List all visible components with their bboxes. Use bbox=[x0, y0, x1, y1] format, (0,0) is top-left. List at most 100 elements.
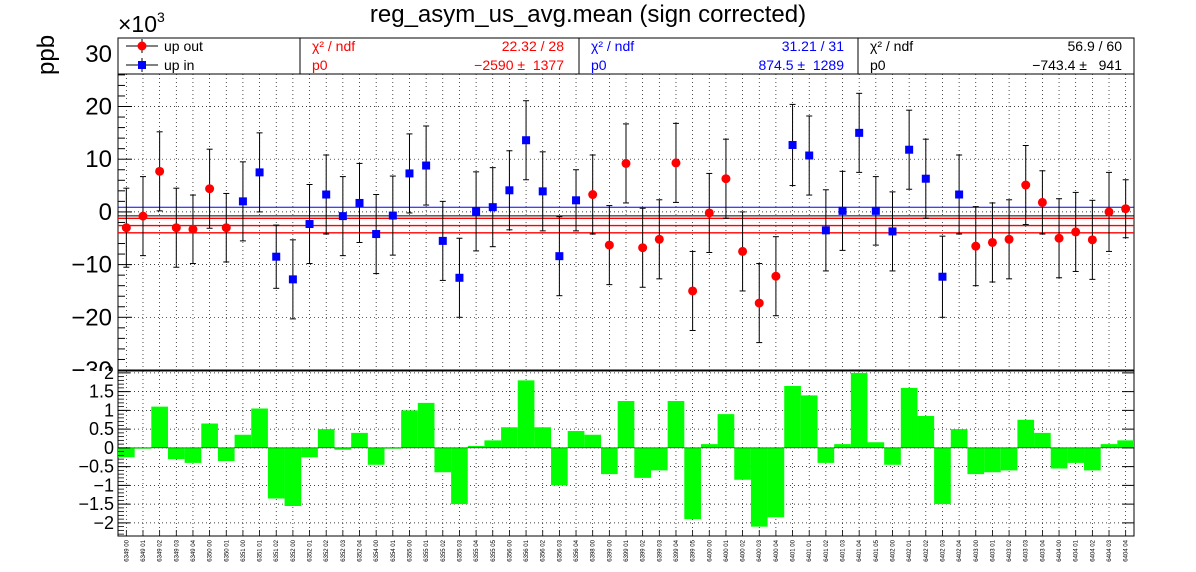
x-tick-label: 6352 04 bbox=[358, 539, 364, 561]
x-tick-label: 6352 01 bbox=[308, 539, 314, 561]
top-y-tick-label: 30 bbox=[85, 41, 112, 68]
pull-bar bbox=[1050, 447, 1068, 469]
pull-bar bbox=[800, 395, 818, 448]
marker-up-in bbox=[372, 230, 381, 239]
pull-bar bbox=[1117, 440, 1134, 448]
pull-bar bbox=[834, 444, 851, 448]
data-point bbox=[871, 176, 880, 246]
x-tick-label: 6402 02 bbox=[924, 539, 930, 561]
x-tick-label: 6356 01 bbox=[524, 539, 530, 561]
pull-bar bbox=[451, 447, 468, 505]
data-point bbox=[855, 92, 864, 173]
data-point bbox=[721, 138, 731, 219]
marker-up-in bbox=[305, 220, 314, 229]
fit-blue-p0-label: p0 bbox=[591, 57, 607, 73]
marker-up-out bbox=[671, 158, 681, 168]
x-tick-label: 6404 00 bbox=[1057, 539, 1063, 561]
x-tick-label: 6350 01 bbox=[224, 539, 230, 561]
marker-up-in bbox=[238, 197, 247, 206]
x-tick-label: 6355 02 bbox=[441, 539, 447, 561]
marker-up-in bbox=[355, 198, 364, 207]
data-point bbox=[188, 194, 198, 265]
pull-bar bbox=[734, 447, 751, 480]
pull-bar bbox=[667, 401, 685, 448]
pull-bar bbox=[1000, 447, 1018, 471]
marker-up-out bbox=[754, 298, 764, 308]
bottom-y-tick-label: 2 bbox=[104, 363, 114, 383]
marker-up-in bbox=[288, 275, 297, 284]
x-tick-label: 6356 03 bbox=[557, 539, 563, 561]
x-tick-label: 6400 02 bbox=[741, 539, 747, 561]
pull-bar bbox=[717, 414, 735, 448]
data-point bbox=[588, 154, 598, 235]
marker-up-in bbox=[555, 252, 564, 261]
data-point bbox=[472, 171, 481, 252]
pull-bar bbox=[784, 386, 801, 448]
pull-bar bbox=[700, 444, 718, 448]
x-tick-label: 6403 00 bbox=[974, 539, 980, 561]
marker-up-in bbox=[488, 203, 497, 212]
marker-up-out bbox=[588, 190, 598, 200]
marker-up-out bbox=[1121, 204, 1131, 214]
pull-bar bbox=[134, 447, 152, 449]
data-point bbox=[1121, 179, 1131, 239]
marker-up-out bbox=[1071, 227, 1081, 237]
data-point bbox=[555, 216, 564, 297]
data-point bbox=[405, 133, 414, 214]
data-point bbox=[488, 167, 497, 248]
pull-bar bbox=[567, 431, 585, 448]
data-point bbox=[971, 206, 981, 287]
x-tick-label: 6403 02 bbox=[1007, 539, 1013, 561]
pull-bar bbox=[151, 406, 168, 448]
x-tick-label: 6350 00 bbox=[208, 539, 214, 561]
marker-up-out bbox=[638, 243, 648, 253]
data-point bbox=[1054, 198, 1064, 279]
fit-red-chi-value: 22.32 / 28 bbox=[502, 38, 564, 54]
bottom-y-tick-label: 0 bbox=[104, 438, 114, 458]
pull-bar bbox=[201, 423, 218, 448]
marker-up-out bbox=[221, 223, 231, 233]
fit-stats-red: χ² / ndf 22.32 / 28 p0 −2590 ± 1377 bbox=[312, 38, 564, 73]
x-tick-label: 6401 04 bbox=[857, 539, 863, 561]
data-point bbox=[538, 151, 547, 232]
x-tick-label: 6404 02 bbox=[1090, 539, 1096, 561]
pull-bar bbox=[900, 387, 918, 448]
x-tick-label: 6349 01 bbox=[141, 539, 147, 561]
marker-up-in bbox=[422, 161, 431, 170]
legend-entry-up-out: up out bbox=[126, 38, 203, 54]
x-tick-label: 6401 00 bbox=[791, 539, 797, 561]
x-tick-label: 6399 04 bbox=[674, 539, 680, 561]
pull-bar bbox=[884, 447, 901, 465]
data-point bbox=[288, 239, 297, 320]
pull-bar bbox=[584, 434, 602, 448]
data-point bbox=[888, 191, 897, 272]
data-point bbox=[138, 176, 148, 257]
pull-bar bbox=[167, 447, 185, 460]
pull-bars bbox=[118, 372, 1134, 527]
legend-marker-circle bbox=[137, 41, 147, 51]
pull-bar bbox=[684, 447, 701, 520]
data-point bbox=[155, 131, 165, 212]
fit-lines bbox=[118, 206, 1134, 234]
pull-bar bbox=[467, 446, 485, 448]
x-tick-label: 6352 02 bbox=[324, 539, 330, 561]
pull-bar bbox=[1100, 444, 1118, 448]
marker-up-in bbox=[788, 140, 797, 149]
data-point bbox=[238, 161, 247, 242]
bottom-y-tick-label: 1.5 bbox=[89, 382, 114, 402]
x-tick-label: 6400 01 bbox=[724, 539, 730, 561]
x-tick-label: 6402 03 bbox=[941, 539, 947, 561]
x-tick-label: 6400 04 bbox=[774, 539, 780, 561]
fit-red-chi-label: χ² / ndf bbox=[312, 38, 355, 54]
fit-black-chi-value: 56.9 / 60 bbox=[1068, 38, 1123, 54]
x-tick-label: 6399 03 bbox=[657, 539, 663, 561]
x-tick-label: 6354 00 bbox=[374, 539, 380, 561]
marker-up-in bbox=[905, 145, 914, 154]
pull-bar bbox=[1067, 447, 1085, 463]
x-tick-label: 6356 02 bbox=[541, 539, 547, 561]
marker-up-out bbox=[771, 271, 781, 281]
marker-up-in bbox=[805, 151, 814, 160]
pull-bar bbox=[1017, 419, 1035, 448]
marker-up-in bbox=[821, 226, 830, 235]
pull-bar bbox=[334, 447, 352, 450]
